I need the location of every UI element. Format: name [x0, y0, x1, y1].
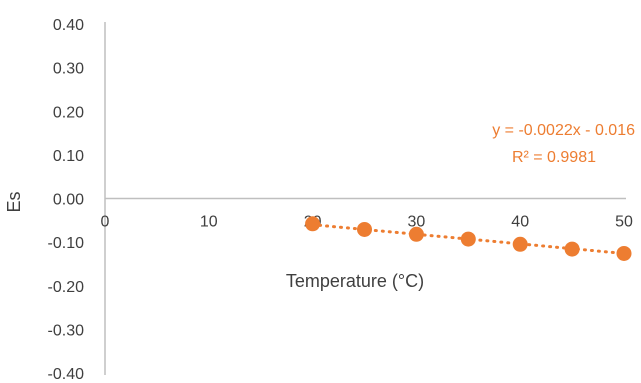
trendline-r-squared: R² = 0.9981	[512, 149, 596, 166]
data-point	[512, 236, 528, 252]
y-tick-label: 0.20	[53, 104, 84, 121]
x-tick-label: 0	[101, 214, 110, 231]
x-tick-label: 40	[511, 214, 529, 231]
x-tick-label: 10	[200, 214, 218, 231]
y-tick-label: -0.10	[48, 235, 85, 252]
y-tick-label: 0.00	[53, 192, 84, 209]
data-point	[460, 231, 476, 247]
data-point	[408, 226, 424, 242]
x-axis-title: Temperature (°C)	[286, 271, 424, 291]
data-point	[357, 221, 372, 237]
x-tick-label: 50	[615, 214, 633, 231]
y-tick-label: -0.30	[48, 322, 85, 339]
y-axis-title: Es	[4, 191, 24, 212]
y-tick-label: -0.20	[48, 279, 85, 296]
trendline-equation: y = -0.0022x - 0.016	[492, 122, 635, 139]
data-point	[616, 245, 632, 261]
data-point	[305, 216, 321, 232]
x-tick-label: 30	[408, 214, 426, 231]
y-tick-label: -0.40	[48, 366, 85, 383]
y-tick-label: 0.10	[53, 148, 84, 165]
y-tick-label: 0.40	[53, 17, 84, 34]
y-tick-label: 0.30	[53, 61, 84, 78]
y-tick-labels: 0.40 0.30 0.20 0.10 0.00 -0.10 -0.20 -0.30 -0.40	[48, 17, 85, 383]
data-points	[305, 216, 632, 261]
data-point	[564, 241, 580, 257]
